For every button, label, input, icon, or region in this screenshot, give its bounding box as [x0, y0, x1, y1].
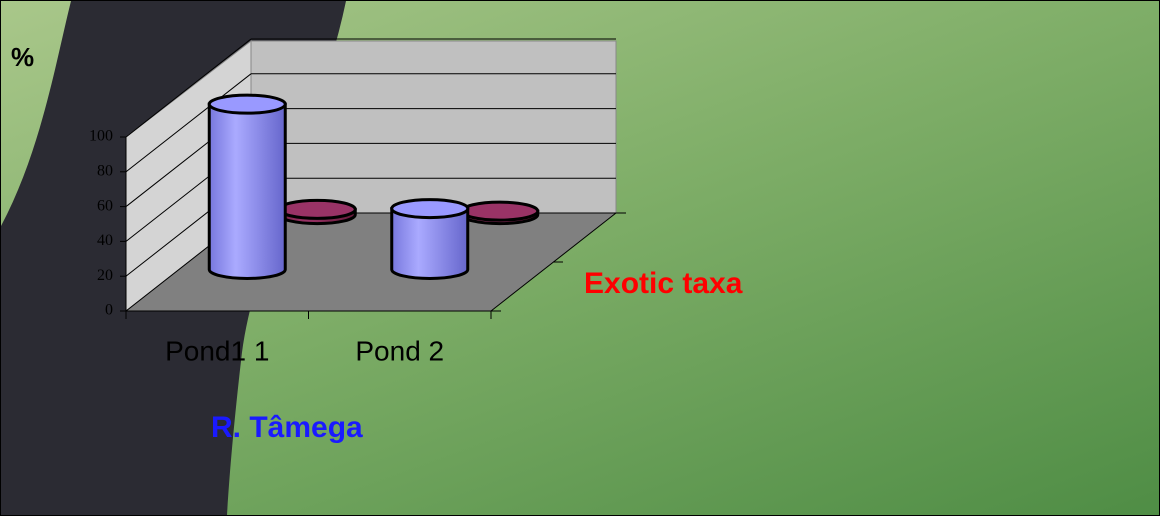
grid-line: [125, 38, 252, 138]
bar-top: [277, 198, 357, 220]
bar-body: [207, 102, 287, 280]
y-tick-label: 40: [97, 232, 113, 249]
legend-label: R. Tâmega: [211, 411, 363, 444]
bar: [277, 198, 357, 226]
y-tick-label: 20: [97, 267, 113, 284]
bar-body: [390, 207, 470, 280]
bar-top: [390, 198, 470, 220]
bar-top: [207, 93, 287, 115]
y-tick-label: 60: [97, 197, 113, 214]
x-tick-label: Pond 2: [355, 335, 444, 366]
x-tick-label: Pond1 1: [165, 335, 269, 366]
bar: [207, 93, 287, 280]
y-tick-label: 0: [105, 302, 113, 319]
back-wall: [250, 40, 617, 214]
legend-label: Exotic taxa: [584, 267, 743, 300]
grid-line: [125, 73, 252, 173]
y-tick-label: 80: [97, 162, 113, 179]
y-axis-title: %: [11, 42, 34, 72]
bar: [390, 198, 470, 280]
y-tick-label: 100: [89, 128, 113, 145]
bar: [460, 200, 540, 226]
bar-top: [460, 200, 540, 222]
